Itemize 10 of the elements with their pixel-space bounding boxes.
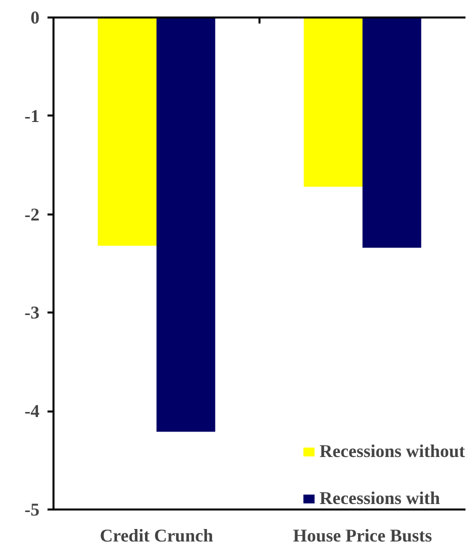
y-tick-label: -1 (24, 106, 40, 126)
y-tick-label: -2 (24, 204, 40, 224)
legend-label: Recessions without (319, 441, 465, 462)
y-tick-label: -3 (24, 302, 40, 323)
x-tick-label: Credit Crunch (100, 526, 214, 546)
x-tick-label: House Price Busts (293, 526, 432, 546)
legend-label: Recessions with (319, 488, 440, 509)
y-tick-label: -4 (24, 401, 40, 422)
y-tick-label: -5 (24, 500, 40, 520)
y-tick-label: 0 (30, 8, 40, 28)
